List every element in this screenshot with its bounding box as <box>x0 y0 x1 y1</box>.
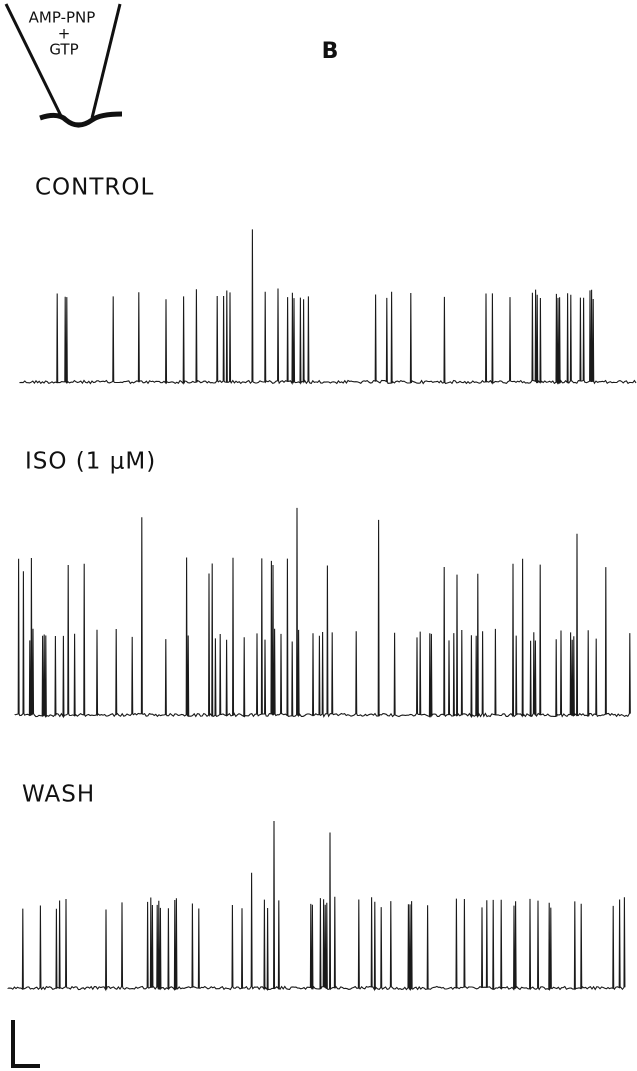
pipette-wall <box>4 3 64 119</box>
traces <box>7 229 637 992</box>
panel-label: B <box>322 39 339 64</box>
pipette-icon: AMP-PNP + GTP <box>4 3 123 128</box>
trace-label: WASH <box>22 782 95 808</box>
current-trace <box>19 229 637 386</box>
trace-label: ISO (1 μM) <box>25 449 156 475</box>
pipette-line: AMP-PNP <box>29 9 96 27</box>
pipette-line: GTP <box>49 41 78 59</box>
membrane <box>39 111 123 128</box>
current-trace <box>7 820 626 992</box>
trace-label: CONTROL <box>35 175 154 201</box>
pipette-wall <box>90 3 122 119</box>
current-trace <box>14 507 631 719</box>
pipette-line: + <box>58 25 71 43</box>
scale-bar <box>11 1020 40 1068</box>
